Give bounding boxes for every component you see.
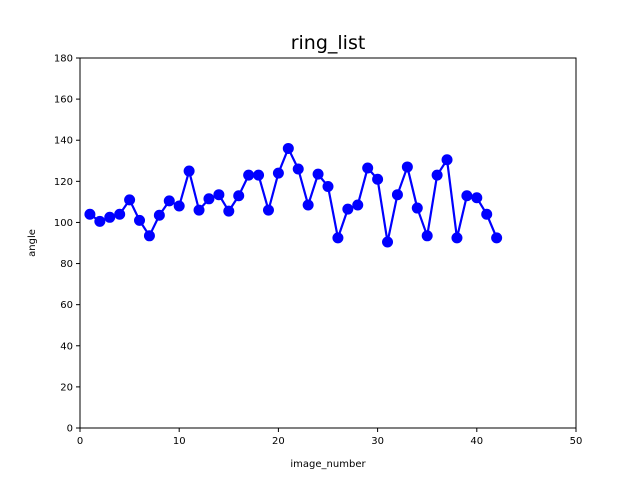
data-point — [391, 189, 403, 201]
data-point — [481, 208, 493, 220]
data-point — [173, 200, 185, 212]
y-tick-label-80: 80 — [60, 259, 73, 270]
y-tick-label-100: 100 — [54, 218, 73, 229]
data-point — [183, 165, 195, 177]
data-point — [282, 142, 294, 154]
data-point — [124, 194, 136, 206]
data-point — [134, 214, 146, 226]
data-point — [223, 205, 235, 217]
data-point — [84, 208, 96, 220]
data-point — [203, 193, 215, 205]
data-point — [94, 215, 106, 227]
series-line-0 — [89, 147, 498, 244]
data-point — [431, 169, 443, 181]
data-point — [302, 199, 314, 211]
data-point — [352, 199, 364, 211]
data-point — [411, 202, 423, 214]
data-point — [451, 232, 463, 244]
y-tick-label-140: 140 — [54, 136, 73, 147]
y-tick-label-40: 40 — [60, 341, 73, 352]
data-point — [441, 154, 453, 166]
data-point — [312, 168, 324, 180]
y-tick-label-160: 160 — [54, 95, 73, 106]
data-point — [401, 161, 413, 173]
data-point — [362, 162, 374, 174]
data-point — [213, 189, 225, 201]
x-tick-label-20: 20 — [272, 436, 285, 447]
x-tick-label-10: 10 — [173, 436, 186, 447]
y-tick-label-120: 120 — [54, 177, 73, 188]
data-point — [114, 208, 126, 220]
y-tick-label-60: 60 — [60, 300, 73, 311]
y-tick-label-180: 180 — [54, 54, 73, 65]
data-point — [292, 163, 304, 175]
y-axis-label: angle — [27, 229, 38, 257]
y-tick-label-20: 20 — [60, 382, 73, 393]
data-point — [262, 204, 274, 216]
data-point — [461, 190, 473, 202]
data-point — [253, 169, 265, 181]
x-tick-label-50: 50 — [570, 436, 583, 447]
x-tick-label-0: 0 — [77, 436, 83, 447]
data-point — [491, 232, 503, 244]
data-point — [143, 230, 155, 242]
x-axis-label: image_number — [290, 459, 366, 470]
plot-frame — [79, 57, 577, 429]
data-point — [233, 190, 245, 202]
data-point — [332, 232, 344, 244]
data-point — [153, 209, 165, 221]
x-tick-label-40: 40 — [470, 436, 483, 447]
data-point — [163, 195, 175, 207]
data-point — [382, 236, 394, 248]
x-tick-label-30: 30 — [371, 436, 384, 447]
y-tick-label-0: 0 — [67, 424, 73, 435]
data-point — [471, 192, 483, 204]
plot-area: 0 10 20 30 40 50 0 20 40 60 80 100 120 140 160 180 — [54, 54, 582, 448]
data-point — [421, 230, 433, 242]
data-point — [322, 180, 334, 192]
data-point — [193, 204, 205, 216]
data-point — [342, 203, 354, 215]
chart-title: ring_list — [291, 32, 366, 54]
data-point — [372, 173, 384, 185]
data-point — [104, 211, 116, 223]
data-point — [243, 169, 255, 181]
data-point — [272, 167, 284, 179]
